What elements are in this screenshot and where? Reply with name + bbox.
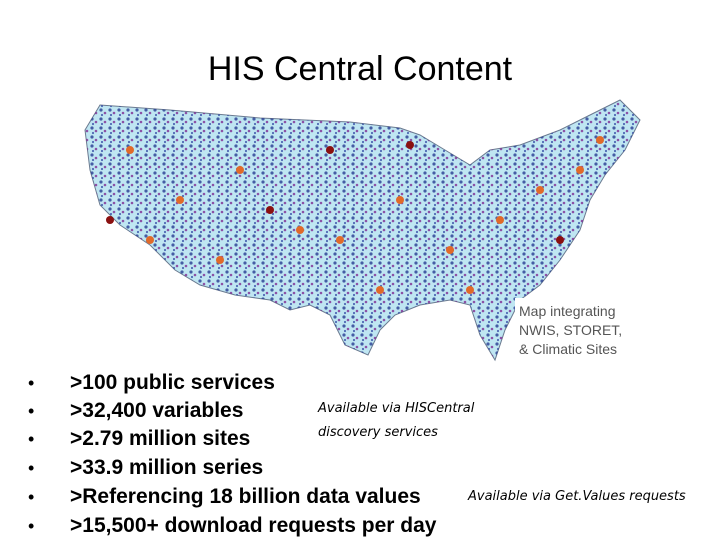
bullet-text: >2.79 million sites — [70, 427, 250, 450]
bullet-marker: • — [28, 487, 34, 507]
us-map — [84, 99, 641, 362]
bullet-marker: • — [28, 516, 34, 536]
map-caption: NWIS, STORET, — [519, 322, 622, 338]
bullet-marker: • — [28, 458, 34, 478]
bullet-marker: • — [28, 401, 34, 421]
bullet-text: >15,500+ download requests per day — [70, 514, 437, 537]
annotation: discovery services — [318, 425, 438, 440]
bullet-text: >32,400 variables — [70, 399, 243, 422]
annotation: Available via Get.Values requests — [467, 489, 686, 504]
bullet-list: • >100 public services • >32,400 variables •… — [28, 371, 437, 537]
bullet-text: >33.9 million series — [70, 456, 263, 479]
annotation: Available via HISCentral — [317, 401, 475, 416]
title: HIS Central Content — [208, 50, 513, 88]
map-caption: & Climatic Sites — [519, 341, 617, 357]
bullet-text: >100 public services — [70, 371, 275, 394]
bullet-text: >Referencing 18 billion data values — [70, 485, 421, 508]
bullet-marker: • — [28, 429, 34, 449]
caption-box — [515, 298, 640, 360]
bullet-marker: • — [28, 373, 34, 393]
map-caption: Map integrating — [519, 303, 616, 319]
